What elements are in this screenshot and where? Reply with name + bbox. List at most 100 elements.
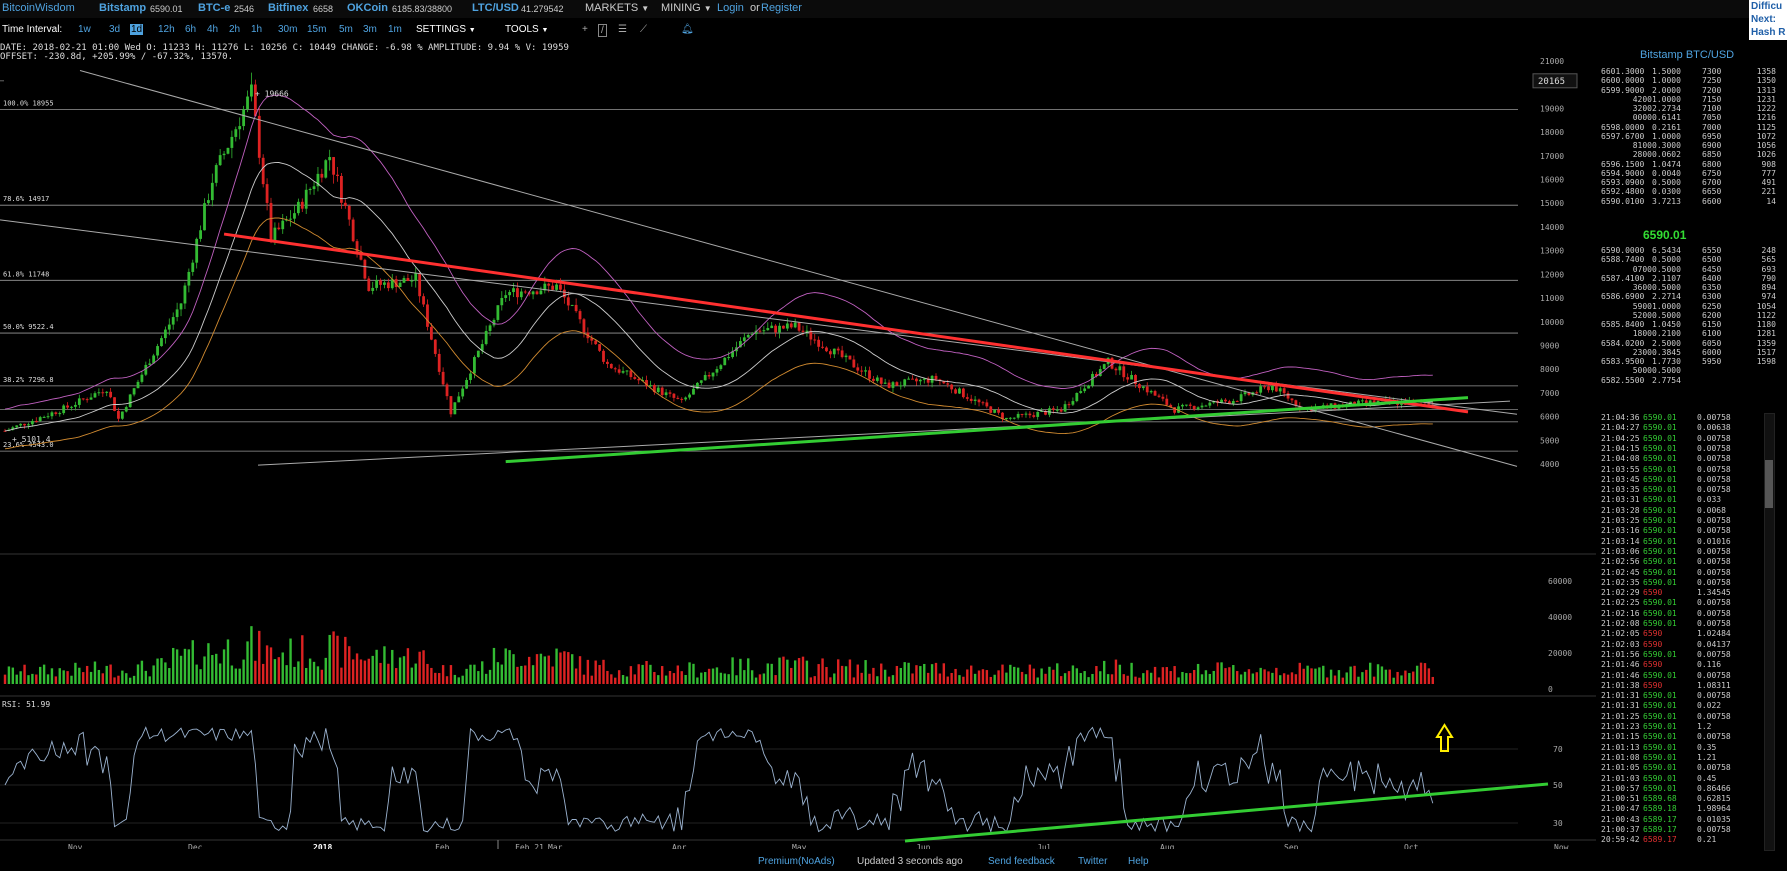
candle-body xyxy=(731,351,734,358)
interval-5m[interactable]: 5m xyxy=(339,24,353,35)
trade-volume: 0.00758 xyxy=(1697,567,1731,577)
volume-bar xyxy=(387,663,390,684)
ticker-name-bitfinex[interactable]: Bitfinex xyxy=(268,2,309,14)
volume-bar xyxy=(340,667,343,684)
volume-bar xyxy=(1419,662,1423,684)
trade-time: 21:04:15 xyxy=(1601,443,1640,453)
candle-body xyxy=(668,392,672,394)
difficulty-box[interactable]: Difficu Next: Hash R xyxy=(1749,0,1787,40)
volume-bar xyxy=(1165,667,1168,684)
volume-bar xyxy=(1286,674,1290,684)
candle-body xyxy=(739,341,742,348)
volume-bar xyxy=(833,673,836,684)
register-link[interactable]: Register xyxy=(761,2,802,14)
candle-body xyxy=(300,201,304,209)
bell-icon[interactable]: 🔔︎ xyxy=(681,24,694,35)
volume-bar xyxy=(1009,664,1012,684)
trade-volume: 0.00758 xyxy=(1697,485,1731,495)
ticker-name-bitstamp[interactable]: Bitstamp xyxy=(99,2,147,14)
time-axis-label: Jul xyxy=(1037,843,1052,849)
trade-volume: 0.00758 xyxy=(1697,474,1731,484)
volume-bar xyxy=(970,665,973,684)
mining-menu[interactable]: MINING ▼ xyxy=(661,2,712,14)
trades-scroll-thumb[interactable] xyxy=(1765,460,1773,508)
interval-6h[interactable]: 6h xyxy=(185,24,197,35)
settings-menu[interactable]: SETTINGS ▼ xyxy=(416,24,476,35)
interval-1h[interactable]: 1h xyxy=(251,24,263,35)
price-axis-label: 17000 xyxy=(1540,152,1564,161)
trade-row: 20:59:42 6589.17 0.21 xyxy=(1601,835,1747,845)
crosshair-icon[interactable]: + xyxy=(582,24,588,35)
trade-row: 21:01:23 6590.01 1.2 xyxy=(1601,722,1747,731)
bid-cell: 3600 xyxy=(1632,283,1652,292)
candle-body xyxy=(480,344,484,351)
candle-body xyxy=(840,350,844,358)
volume-bar xyxy=(813,676,816,684)
trade-volume: 0.04137 xyxy=(1697,639,1731,649)
time-interval-label: Time Interval: xyxy=(2,24,63,35)
ticker-value-ltcusd: 41.279542 xyxy=(521,4,564,14)
premium-link[interactable]: Premium(NoAds) xyxy=(758,856,835,867)
volume-bar xyxy=(109,664,112,684)
twitter-link[interactable]: Twitter xyxy=(1078,856,1108,867)
interval-15m[interactable]: 15m xyxy=(307,24,327,35)
interval-30m[interactable]: 30m xyxy=(278,24,298,35)
volume-bar xyxy=(1192,670,1196,684)
markets-menu[interactable]: MARKETS ▼ xyxy=(585,2,649,14)
brand-logo[interactable]: BitcoinWisdom xyxy=(2,2,75,14)
bid-cell: 6585.8400 xyxy=(1601,320,1645,329)
hline-icon[interactable]: ☰ xyxy=(618,24,627,35)
ask-row: 32002.2734 7100 1222 xyxy=(1601,104,1776,113)
volume-bar xyxy=(496,662,500,684)
interval-1m[interactable]: 1m xyxy=(388,24,402,35)
volume-bar xyxy=(516,666,519,684)
interval-3d[interactable]: 3d xyxy=(109,24,121,35)
price-chart[interactable]: 100.0% 18955 78.6% 14917 61.8% 11748 50.0% … xyxy=(0,44,1596,849)
trades-scrollbar[interactable] xyxy=(1764,413,1775,851)
candle-body xyxy=(1364,400,1368,404)
bid-cell: 790 xyxy=(1761,273,1776,283)
ask-cell: 0000 xyxy=(1632,113,1652,123)
login-link[interactable]: Login xyxy=(717,2,744,14)
trade-time: 20:59:42 xyxy=(1601,835,1640,845)
candle-body xyxy=(1036,411,1040,417)
trade-price: 6590.01 xyxy=(1643,670,1677,680)
fib-icon[interactable]: ⟋ xyxy=(640,24,647,35)
trade-row: 21:02:08 6590.01 0.00758 xyxy=(1601,619,1747,628)
interval-2h[interactable]: 2h xyxy=(229,24,241,35)
fib-level-label: 61.8% 11748 xyxy=(3,270,49,278)
interval-12h[interactable]: 12h xyxy=(158,24,175,35)
volume-bar xyxy=(1239,674,1243,684)
volume-bar xyxy=(1412,671,1415,684)
ask-cell: 1072 xyxy=(1756,131,1776,141)
interval-3m[interactable]: 3m xyxy=(363,24,377,35)
volume-bar xyxy=(899,667,902,684)
interval-1d[interactable]: 1d xyxy=(130,24,144,35)
trade-time: 21:01:31 xyxy=(1601,691,1640,701)
help-link[interactable]: Help xyxy=(1128,856,1149,867)
ticker-name-okcoin[interactable]: OKCoin xyxy=(347,2,388,14)
interval-1w[interactable]: 1w xyxy=(78,24,91,35)
ticker-name-ltcusd[interactable]: LTC/USD xyxy=(472,2,519,14)
volume-bar xyxy=(946,676,949,684)
volume-bar xyxy=(876,676,879,684)
candle-body xyxy=(386,282,390,289)
tools-menu[interactable]: TOOLS ▼ xyxy=(505,24,548,35)
trendline-icon[interactable]: / xyxy=(598,24,607,37)
ask-cell: 6601.3000 xyxy=(1601,67,1645,76)
interval-4h[interactable]: 4h xyxy=(207,24,219,35)
candle-body xyxy=(3,430,7,432)
trade-price: 6590.01 xyxy=(1643,598,1677,608)
volume-bar xyxy=(1044,673,1047,684)
ticker-name-btce[interactable]: BTC-e xyxy=(198,2,231,14)
candle-body xyxy=(664,392,668,396)
candle-body xyxy=(723,357,727,366)
volume-bar xyxy=(524,665,527,684)
trade-time: 21:02:03 xyxy=(1601,639,1640,649)
candle-body xyxy=(66,405,69,408)
tools-label: TOOLS xyxy=(505,24,539,35)
ask-cell: 6800 xyxy=(1702,159,1722,169)
next-line: Next: xyxy=(1751,14,1777,25)
candle-body xyxy=(1177,406,1180,413)
feedback-link[interactable]: Send feedback xyxy=(988,856,1055,867)
